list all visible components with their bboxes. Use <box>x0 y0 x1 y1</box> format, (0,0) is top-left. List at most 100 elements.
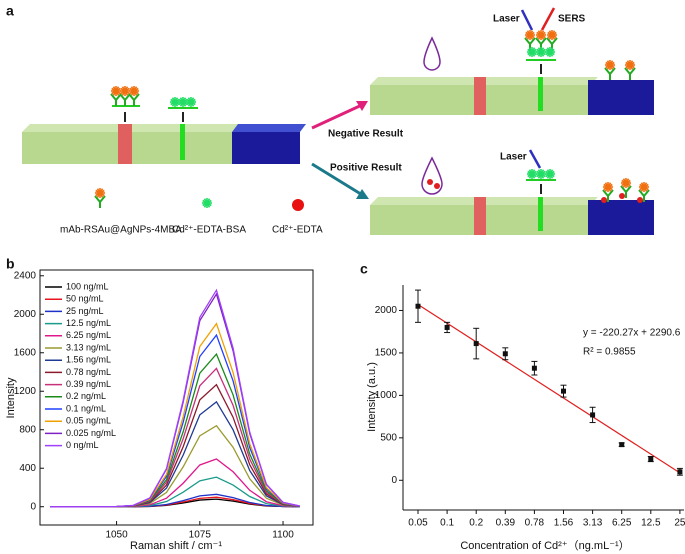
star-ray <box>120 87 130 95</box>
x-tick-label: 1075 <box>189 530 212 541</box>
panel-label: c <box>360 261 368 277</box>
point <box>502 351 508 357</box>
y-axis-label: Intensity <box>5 377 17 418</box>
star-ray <box>95 189 105 197</box>
legend-label: 0 ng/mL <box>66 440 99 450</box>
antibody <box>602 189 614 202</box>
arrowhead <box>356 189 369 199</box>
drop <box>421 156 443 195</box>
legend-label: 0.025 ng/mL <box>66 428 116 438</box>
point <box>648 456 654 462</box>
conjugate-pad <box>118 124 132 164</box>
x-tick-label: 0.2 <box>469 518 483 529</box>
legend-label: 0.1 ng/mL <box>66 403 106 413</box>
legend-label: mAb-RSAu@AgNPs-4MBA <box>60 225 182 236</box>
legend-label: Cd²⁺-EDTA-BSA <box>172 225 246 236</box>
point <box>677 469 683 475</box>
x-tick-label: 0.78 <box>525 518 545 529</box>
star-ray <box>111 87 121 95</box>
y-tick-label: 1000 <box>375 390 398 401</box>
x-tick-label: 1.56 <box>554 518 574 529</box>
panel-label: a <box>6 3 14 19</box>
star-ray <box>186 98 196 106</box>
y-tick-label: 400 <box>19 463 36 474</box>
laser-beam <box>528 149 542 169</box>
star-ray <box>525 31 535 39</box>
antibody <box>620 185 632 198</box>
star-ray <box>547 31 557 39</box>
conjugate-pad <box>474 197 486 235</box>
antibody <box>94 195 106 208</box>
star-ray <box>536 48 546 56</box>
arrow <box>311 102 365 130</box>
y-tick-label: 0 <box>30 501 36 512</box>
point <box>415 303 421 309</box>
icons <box>94 30 650 208</box>
star-ray <box>527 48 537 56</box>
star-ray <box>536 170 546 178</box>
star-ray <box>603 183 613 191</box>
absorbent-pad <box>588 80 654 115</box>
laser-label: Laser <box>500 152 527 163</box>
x-tick-label: 0.05 <box>408 518 428 529</box>
point <box>590 412 596 418</box>
negative-label: Negative Result <box>328 129 404 140</box>
legend-label: Cd²⁺-EDTA <box>272 225 323 236</box>
x-tick-label: 3.13 <box>583 518 603 529</box>
laser-label: Laser <box>493 14 520 25</box>
star-ray <box>202 199 212 207</box>
y-tick-label: 2000 <box>14 309 37 320</box>
legend-label: 3.13 ng/mL <box>66 342 111 352</box>
star-ray <box>536 31 546 39</box>
y-tick-label: 800 <box>19 424 36 435</box>
legend-label: 50 ng/mL <box>66 294 104 304</box>
star-ray <box>545 48 555 56</box>
y-tick-label: 500 <box>380 432 397 443</box>
positive-label: Positive Result <box>330 163 402 174</box>
arrowhead <box>356 101 368 111</box>
x-tick-label: 1050 <box>105 530 128 541</box>
ion <box>601 197 607 203</box>
drop <box>423 36 441 71</box>
x-tick-label: 12.5 <box>641 518 661 529</box>
x-axis-label: Raman shift / cm⁻¹ <box>130 540 222 552</box>
star-ray <box>178 98 188 106</box>
legend-label: 6.25 ng/mL <box>66 330 111 340</box>
point <box>619 442 625 448</box>
point <box>531 365 537 371</box>
antibody <box>638 189 650 202</box>
x-tick-label: 6.25 <box>612 518 632 529</box>
y-tick-label: 1600 <box>14 347 37 358</box>
pad-top <box>232 124 306 132</box>
antibody <box>128 93 140 106</box>
x-tick-label: 0.39 <box>496 518 516 529</box>
absorbent-pad <box>232 132 300 164</box>
y-tick-label: 1200 <box>14 386 37 397</box>
x-tick-label: 0.1 <box>440 518 454 529</box>
y-axis-label: Intensity (a.u.) <box>366 362 378 432</box>
plot-frame <box>39 269 314 526</box>
x-axis-label: Concentration of Cd²⁺（ng.mL⁻¹） <box>460 539 629 552</box>
fit-line <box>417 303 681 474</box>
star-ray <box>625 61 635 69</box>
ion <box>619 193 625 199</box>
antibody <box>624 67 636 80</box>
absorbent-pad <box>588 200 654 235</box>
equation: y = -220.27x + 2290.6 <box>583 328 681 339</box>
panel-label: b <box>6 256 15 272</box>
legend-label: 1.56 ng/mL <box>66 355 111 365</box>
legend-label: 0.39 ng/mL <box>66 379 111 389</box>
antibody <box>604 67 616 80</box>
star-ray <box>545 170 555 178</box>
y-tick-label: 1500 <box>375 348 398 359</box>
diagram <box>22 7 654 235</box>
legend-dot <box>292 199 304 211</box>
point <box>561 388 566 394</box>
legend-label: 0.78 ng/mL <box>66 367 111 377</box>
star-ray <box>129 87 139 95</box>
arrow <box>311 162 365 198</box>
laser-beam <box>520 9 534 31</box>
legend-label: 25 ng/mL <box>66 306 104 316</box>
sers-beam <box>540 7 556 31</box>
y-tick-label: 2000 <box>375 305 398 316</box>
